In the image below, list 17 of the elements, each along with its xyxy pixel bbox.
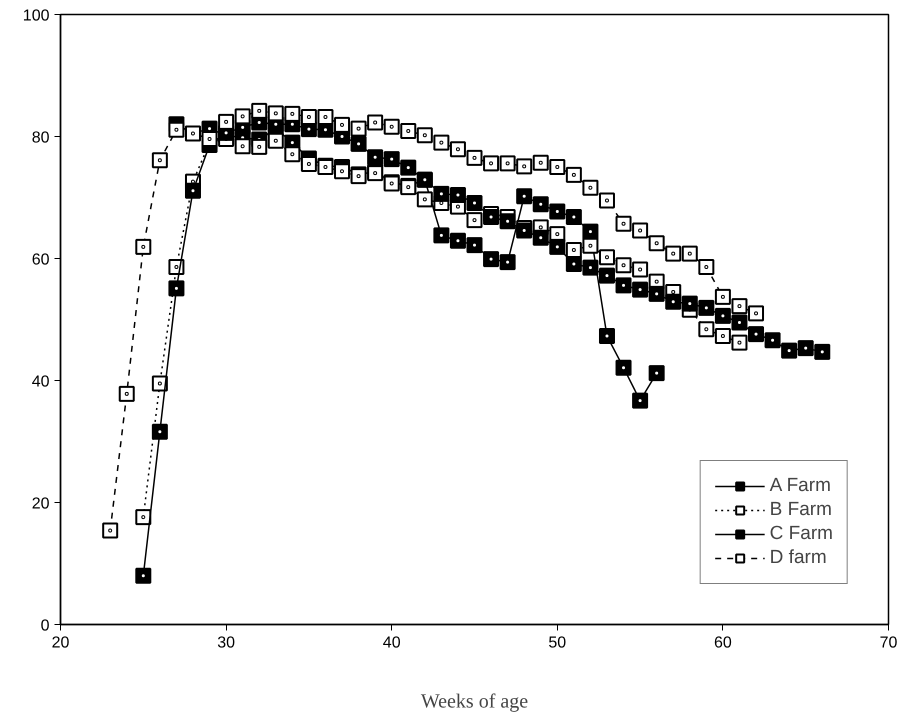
x-tick-label: 50 xyxy=(548,634,566,652)
y-tick-label: 40 xyxy=(32,374,50,390)
y-tick-label: 60 xyxy=(32,252,50,268)
y-tick-label: 20 xyxy=(32,496,50,512)
legend-label: C Farm xyxy=(770,523,833,545)
x-tick-label: 60 xyxy=(714,634,732,652)
y-tick-label: 100 xyxy=(22,8,50,24)
x-tick-label: 30 xyxy=(217,634,236,652)
y-tick-label: 0 xyxy=(40,618,50,634)
x-axis-title: Weeks of age xyxy=(420,690,528,712)
y-tick-label: 80 xyxy=(32,130,50,146)
legend-label: B Farm xyxy=(770,499,832,521)
x-tick-label: 40 xyxy=(382,634,401,652)
x-tick-label: 20 xyxy=(52,634,70,652)
legend-label: D farm xyxy=(770,547,827,569)
x-tick-label: 70 xyxy=(880,634,898,652)
legend-label: A Farm xyxy=(770,475,831,497)
